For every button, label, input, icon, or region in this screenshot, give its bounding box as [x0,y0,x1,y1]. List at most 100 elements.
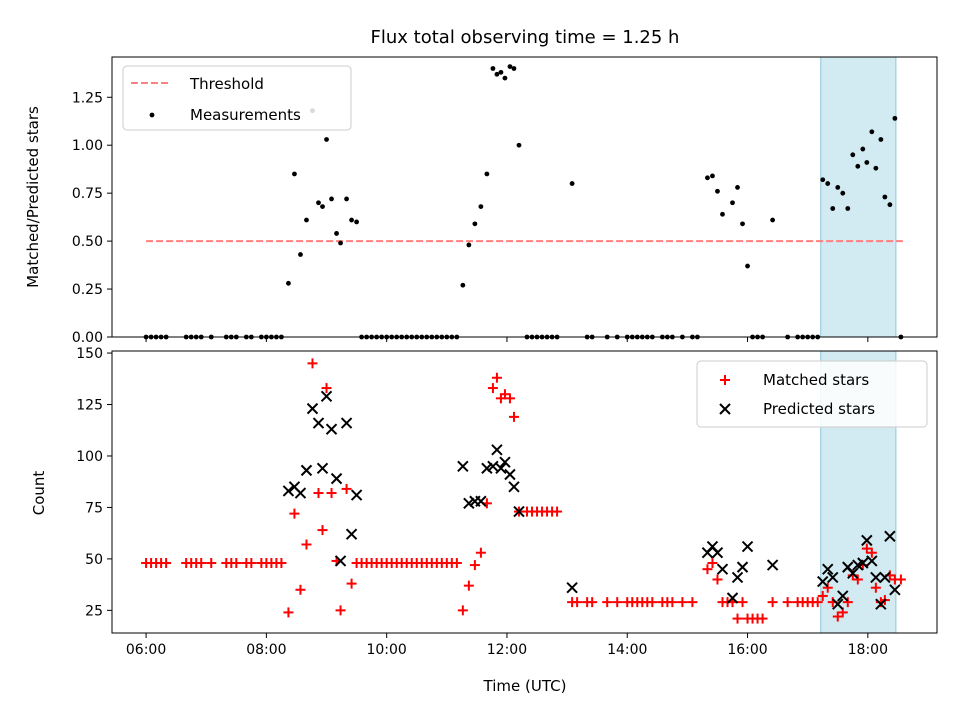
measurement-point [460,282,466,288]
marker-stroke [294,487,307,499]
matched-star-marker [475,547,486,558]
top-panel: 0.00 0.25 0.50 0.75 1.00 1.25 Matched/Predict… [24,56,938,346]
measurement-point [507,64,513,69]
measurement-point [316,200,321,206]
predicted-star-marker [334,555,347,567]
predicted-star-marker [504,468,516,481]
marker-stroke [847,567,859,580]
x-tick-label: 18:00 [848,642,888,658]
measurement-point [745,263,750,269]
matched-star-marker [707,558,718,569]
marker-stroke [513,505,525,518]
predicted-star-marker [832,598,844,610]
matched-star-marker [341,483,352,494]
legend-measurements-swatch [149,112,155,118]
top-y-axis-label: Matched/Predicted stars [24,106,42,288]
matched-star-marker [313,488,324,499]
marker-stroke [827,571,839,584]
predicted-star-marker [870,571,882,584]
matched-star-marker [702,564,713,575]
measurement-point [740,221,745,227]
marker-stroke [457,460,469,472]
predicted-star-marker [726,592,739,604]
measurement-point [710,173,715,179]
marker-stroke [475,495,487,507]
matched-star-marker [487,383,498,394]
x-axis-label: Time (UTC) [483,677,567,695]
matched-star-marker [289,508,300,519]
marker-stroke [487,460,499,472]
bottom-legend: Matched stars Predicted stars [696,360,928,428]
matched-star-marker [457,605,468,616]
matched-star-marker [687,597,698,608]
matched-star-marker [782,597,793,608]
matched-star-marker [812,597,823,608]
matched-star-marker [767,597,778,608]
measurement-point [334,231,339,236]
measurement-point [820,177,826,183]
measurement-point [338,240,343,246]
matched-star-marker [206,558,217,569]
marker-stroke [300,464,313,477]
matched-star-marker [295,584,306,595]
matched-star-marker [757,613,768,624]
matched-star-marker [463,580,474,591]
marker-stroke [325,423,338,435]
measurement-point [730,200,735,206]
measurement-point [845,206,851,211]
matched-star-marker [196,558,207,569]
predicted-star-marker [499,456,511,468]
measurement-point [705,175,710,181]
measurement-point [472,221,478,227]
marker-stroke [504,468,516,481]
x-tick-label: 08:00 [246,642,286,658]
matched-star-marker [491,372,502,383]
legend-box [696,360,928,428]
top-ticks: 0.00 0.25 0.50 0.75 1.00 1.25 [72,90,869,346]
measurement-point [516,142,522,148]
measurement-point [511,66,517,71]
measurement-point [490,66,496,71]
top-legend: Threshold Measurements [122,65,352,131]
marker-stroke [866,555,878,567]
marker-stroke [312,417,325,429]
matched-star-marker [504,393,515,404]
measurement-point [735,185,740,190]
measurement-point [494,71,500,77]
predicted-star-marker [300,464,313,477]
matched-star-marker [852,574,863,585]
measurement-point [286,280,291,286]
matched-star-marker [317,525,328,536]
measurement-point [354,219,359,225]
legend-matched-swatch [720,375,730,385]
predicted-star-marker [875,598,887,610]
predicted-star-marker [350,489,363,501]
measurement-point [864,160,870,165]
marker-stroke [282,485,295,497]
marker-stroke [736,561,749,573]
matched-star-marker [346,578,357,589]
chart-title: Flux total observing time = 1.25 h [371,27,680,48]
measurement-point [878,137,884,142]
predicted-star-marker [837,590,849,602]
measurement-point [478,204,484,209]
predicted-star-marker [312,417,325,429]
matched-star-marker [712,574,723,585]
matched-star-marker [161,558,172,569]
predicted-star-marker [716,563,729,575]
marker-stroke [320,390,333,402]
measurement-point [715,188,720,194]
predicted-star-marker [866,555,878,567]
marker-stroke [495,462,507,475]
predicted-star-marker [766,559,779,571]
marker-stroke [566,582,578,594]
marker-stroke [316,462,329,475]
matched-star-marker [732,613,743,624]
measurement-point [344,196,349,202]
matched-star-marker [870,582,881,593]
measurement-point [329,196,334,202]
measurement-point [855,163,861,169]
y-tick-label: 0.25 [72,282,103,298]
measurement-point [298,252,303,257]
